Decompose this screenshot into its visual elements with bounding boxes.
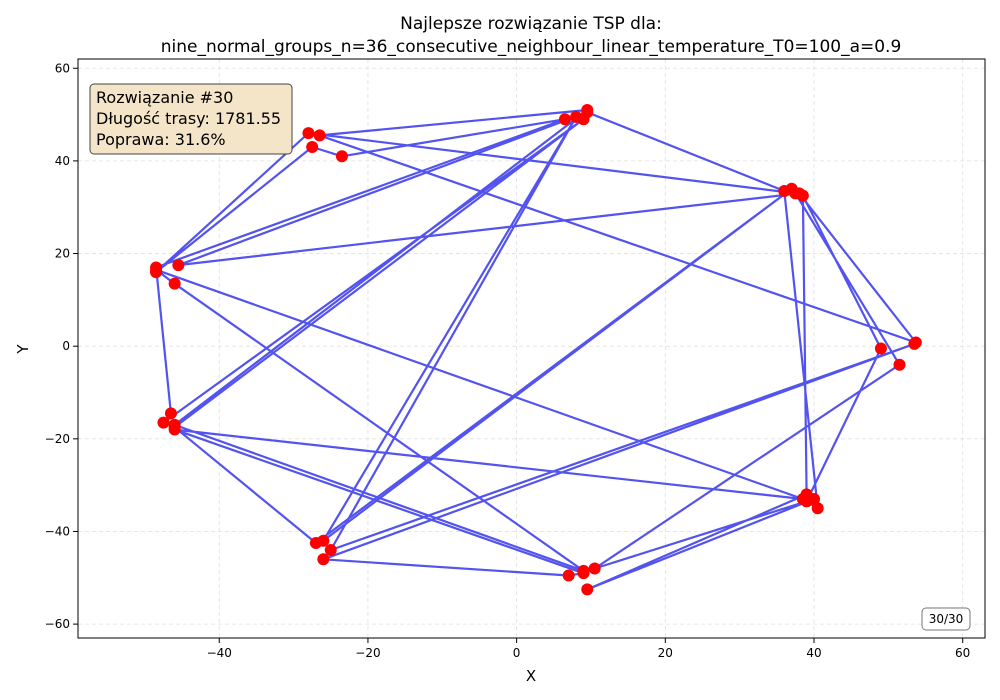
- x-tick-label: −40: [207, 646, 232, 660]
- y-tick-label: 0: [62, 339, 70, 353]
- y-tick-label: −40: [45, 524, 70, 538]
- info-box: Rozwiązanie #30 Długość trasy: 1781.55 P…: [89, 83, 293, 155]
- chart-title-line-1: Najlepsze rozwiązanie TSP dla:: [400, 14, 662, 34]
- y-ticks: −60 −40 −20 0 20 40 60: [45, 61, 78, 631]
- city-point: [562, 569, 575, 582]
- y-tick-label: −60: [45, 617, 70, 631]
- chart-title-line-2: nine_normal_groups_n=36_consecutive_neig…: [161, 37, 902, 57]
- city-point: [164, 407, 177, 420]
- city-point: [306, 141, 319, 154]
- x-tick-label: 60: [955, 646, 970, 660]
- grid-lines: [78, 59, 985, 638]
- info-box-background: [89, 83, 293, 155]
- city-point: [313, 129, 326, 142]
- city-point: [893, 358, 906, 371]
- city-point: [558, 113, 571, 126]
- y-tick-label: 60: [55, 61, 70, 75]
- city-point: [577, 564, 590, 577]
- city-point: [172, 259, 185, 272]
- route-line: [155, 108, 918, 591]
- info-solution-number: Rozwiązanie #30: [96, 88, 233, 107]
- y-tick-label: 20: [55, 247, 70, 261]
- info-improvement: Poprawa: 31.6%: [96, 130, 226, 149]
- city-point: [808, 493, 821, 506]
- city-point: [168, 418, 181, 431]
- plot-frame: [77, 58, 986, 639]
- city-points: [150, 103, 922, 596]
- x-tick-label: 40: [806, 646, 821, 660]
- info-route-length: Długość trasy: 1781.55: [96, 109, 281, 128]
- city-point: [909, 336, 922, 349]
- y-tick-label: 40: [55, 154, 70, 168]
- x-axis-label: X: [526, 667, 536, 685]
- city-point: [581, 583, 594, 596]
- counter-badge-background: [921, 607, 971, 631]
- city-point: [811, 502, 824, 515]
- x-tick-label: 0: [513, 646, 521, 660]
- city-point: [588, 562, 601, 575]
- city-point: [157, 416, 170, 429]
- city-point: [168, 277, 181, 290]
- city-point: [335, 150, 348, 163]
- city-point: [317, 553, 330, 566]
- route-lines: [155, 108, 918, 591]
- city-point: [874, 342, 887, 355]
- y-axis-label: Y: [14, 344, 32, 355]
- x-tick-label: 20: [658, 646, 673, 660]
- city-point: [324, 543, 337, 556]
- city-point: [789, 187, 802, 200]
- city-point: [581, 106, 594, 119]
- city-point: [317, 534, 330, 547]
- y-tick-label: −20: [45, 432, 70, 446]
- city-point: [302, 127, 315, 140]
- counter-badge: 30/30: [921, 607, 971, 631]
- x-tick-label: −20: [355, 646, 380, 660]
- x-ticks: −40 −20 0 20 40 60: [207, 638, 970, 660]
- city-point: [150, 263, 163, 276]
- counter-text: 30/30: [929, 612, 964, 626]
